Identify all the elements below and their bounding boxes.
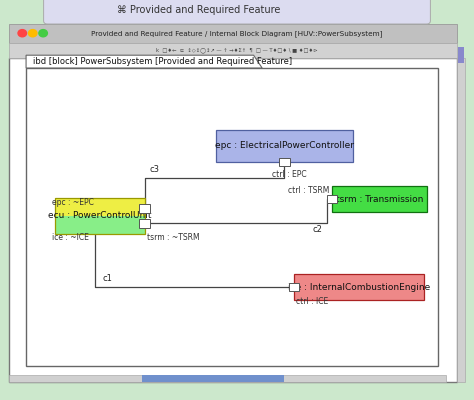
Text: ibd [block] PowerSubsystem [Provided and Required Feature]: ibd [block] PowerSubsystem [Provided and… xyxy=(33,57,292,66)
Bar xyxy=(327,195,337,204)
Bar xyxy=(279,158,290,166)
FancyBboxPatch shape xyxy=(44,0,430,24)
Text: ice : InternalCombustionEngine: ice : InternalCombustionEngine xyxy=(288,282,430,292)
Bar xyxy=(139,219,150,228)
Text: ctrl : TSRM: ctrl : TSRM xyxy=(288,186,329,195)
Circle shape xyxy=(28,30,37,37)
Polygon shape xyxy=(26,55,262,68)
Text: c1: c1 xyxy=(102,274,112,283)
Bar xyxy=(139,204,150,213)
Bar xyxy=(9,58,457,382)
Text: tsrm : Transmission: tsrm : Transmission xyxy=(336,194,423,204)
Text: ctrl : ICE: ctrl : ICE xyxy=(296,297,328,306)
Bar xyxy=(9,375,446,382)
Bar xyxy=(55,198,145,234)
Circle shape xyxy=(18,30,27,37)
Text: tsrm : ~TSRM: tsrm : ~TSRM xyxy=(147,233,200,242)
Bar xyxy=(55,216,145,234)
Bar xyxy=(458,47,464,63)
Bar xyxy=(55,198,145,216)
Bar xyxy=(9,24,457,43)
Bar xyxy=(289,282,299,291)
Text: ⌘ Provided and Required Feature: ⌘ Provided and Required Feature xyxy=(118,6,281,16)
Text: c3: c3 xyxy=(149,165,159,174)
Bar xyxy=(216,130,353,162)
Text: ice : ~ICE: ice : ~ICE xyxy=(52,233,89,242)
Text: k  □♦←  ⊆  ↕◇↕◯↕↗ — ↑ →♦Σ↑  ¶  □ — T♦□♦ \ ■ ♦□♦⊳: k □♦← ⊆ ↕◇↕◯↕↗ — ↑ →♦Σ↑ ¶ □ — T♦□♦ \ ■ ♦… xyxy=(156,48,318,53)
Text: c2: c2 xyxy=(312,225,322,234)
Bar xyxy=(332,186,427,212)
Circle shape xyxy=(39,30,47,37)
Text: ecu : PowerControlUnit: ecu : PowerControlUnit xyxy=(48,212,151,220)
Bar xyxy=(457,58,465,382)
Text: Provided and Required Feature / Internal Block Diagram [HUV::PowerSubsystem]: Provided and Required Feature / Internal… xyxy=(91,30,383,36)
Bar xyxy=(26,68,438,366)
Bar xyxy=(9,43,457,58)
Text: epc : ElectricalPowerController: epc : ElectricalPowerController xyxy=(215,142,354,150)
Bar xyxy=(142,375,284,382)
Text: epc : ~EPC: epc : ~EPC xyxy=(52,198,94,207)
Text: ctrl : EPC: ctrl : EPC xyxy=(272,170,307,179)
Bar xyxy=(294,274,424,300)
